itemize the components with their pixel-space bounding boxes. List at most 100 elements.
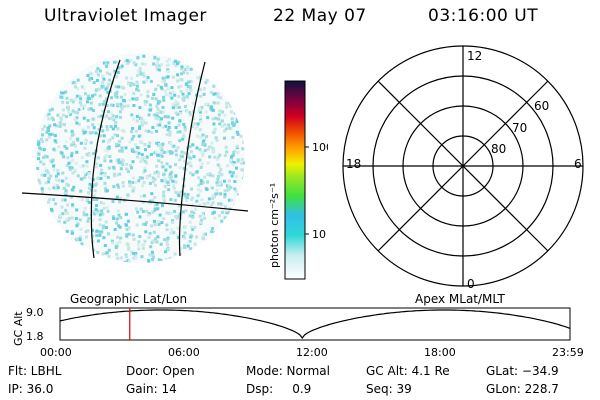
emission-pixel	[226, 164, 229, 168]
emission-pixel	[117, 85, 121, 89]
emission-pixel	[179, 112, 183, 116]
emission-pixel	[137, 151, 141, 155]
emission-pixel	[168, 93, 172, 97]
emission-pixel	[97, 115, 101, 119]
emission-pixel	[131, 176, 135, 180]
emission-pixel	[132, 256, 136, 260]
emission-pixel	[83, 104, 87, 108]
emission-pixel	[155, 64, 159, 68]
emission-pixel	[70, 133, 74, 137]
emission-pixel	[204, 110, 208, 114]
emission-pixel	[225, 189, 229, 193]
emission-pixel	[122, 98, 125, 102]
emission-pixel	[64, 208, 68, 212]
emission-pixel	[96, 209, 100, 213]
emission-pixel	[169, 198, 173, 201]
emission-pixel	[124, 146, 128, 150]
emission-pixel	[85, 198, 89, 202]
emission-pixel	[68, 136, 72, 140]
emission-pixel	[146, 90, 150, 94]
emission-pixel	[169, 142, 172, 146]
emission-pixel	[116, 134, 119, 138]
emission-pixel	[161, 165, 165, 169]
emission-pixel	[74, 85, 77, 89]
emission-pixel	[124, 255, 128, 259]
emission-pixel	[111, 241, 114, 245]
emission-pixel	[142, 74, 146, 78]
emission-pixel	[217, 202, 220, 206]
emission-pixel	[174, 126, 178, 129]
emission-pixel	[62, 186, 66, 190]
emission-pixel	[138, 125, 142, 128]
emission-pixel	[114, 85, 118, 89]
emission-pixel	[119, 216, 123, 220]
emission-pixel	[102, 134, 106, 138]
emission-pixel	[118, 225, 122, 229]
emission-pixel	[150, 224, 154, 228]
emission-pixel	[184, 82, 188, 86]
emission-pixel	[54, 187, 58, 191]
emission-pixel	[171, 220, 175, 224]
emission-pixel	[188, 85, 192, 88]
emission-pixel	[172, 184, 175, 188]
emission-pixel	[46, 129, 50, 133]
emission-pixel	[67, 107, 71, 111]
emission-pixel	[155, 67, 159, 71]
emission-pixel	[100, 168, 104, 172]
emission-pixel	[69, 113, 72, 116]
emission-pixel	[111, 103, 115, 107]
emission-pixel	[129, 164, 133, 168]
emission-pixel	[160, 154, 164, 158]
emission-pixel	[138, 126, 141, 130]
emission-pixel	[137, 247, 141, 251]
emission-pixel	[178, 130, 182, 134]
emission-pixel	[195, 199, 199, 203]
emission-pixel	[91, 117, 95, 121]
emission-pixel	[166, 68, 170, 72]
emission-pixel	[118, 200, 121, 204]
emission-pixel	[162, 98, 166, 102]
emission-pixel	[71, 109, 75, 113]
caption-apex: Apex MLat/MLT	[415, 292, 505, 306]
emission-pixel	[154, 237, 158, 241]
emission-pixel	[160, 117, 164, 121]
emission-pixel	[216, 177, 220, 181]
emission-pixel	[65, 101, 69, 105]
emission-pixel	[149, 79, 153, 83]
emission-pixel	[223, 189, 227, 193]
emission-pixel	[100, 84, 104, 88]
emission-pixel	[161, 204, 164, 208]
emission-pixel	[183, 236, 187, 240]
emission-pixel	[144, 121, 148, 125]
emission-pixel	[184, 168, 188, 171]
emission-pixel	[181, 96, 185, 100]
emission-pixel	[92, 248, 96, 252]
emission-pixel	[157, 258, 161, 262]
emission-pixel	[85, 213, 89, 217]
emission-pixel	[46, 180, 50, 184]
emission-pixel	[161, 80, 165, 83]
emission-pixel	[125, 59, 129, 62]
emission-pixel	[165, 59, 169, 63]
emission-pixel	[189, 156, 193, 160]
emission-pixel	[183, 231, 187, 235]
emission-pixel	[125, 227, 129, 231]
emission-pixel	[121, 181, 125, 184]
emission-pixel	[140, 153, 144, 157]
emission-pixel	[156, 153, 160, 157]
emission-pixel	[60, 91, 64, 95]
emission-pixel	[102, 206, 106, 210]
emission-pixel	[190, 150, 193, 154]
emission-pixel	[206, 116, 210, 120]
emission-pixel	[169, 231, 173, 235]
emission-pixel	[65, 182, 69, 186]
emission-pixel	[206, 201, 210, 205]
emission-pixel	[118, 140, 122, 143]
emission-pixel	[79, 141, 83, 145]
emission-pixel	[135, 84, 139, 88]
emission-pixel	[150, 257, 154, 261]
emission-pixel	[130, 250, 134, 254]
emission-pixel	[56, 184, 59, 187]
emission-pixel	[150, 153, 153, 157]
emission-pixel	[78, 101, 82, 105]
